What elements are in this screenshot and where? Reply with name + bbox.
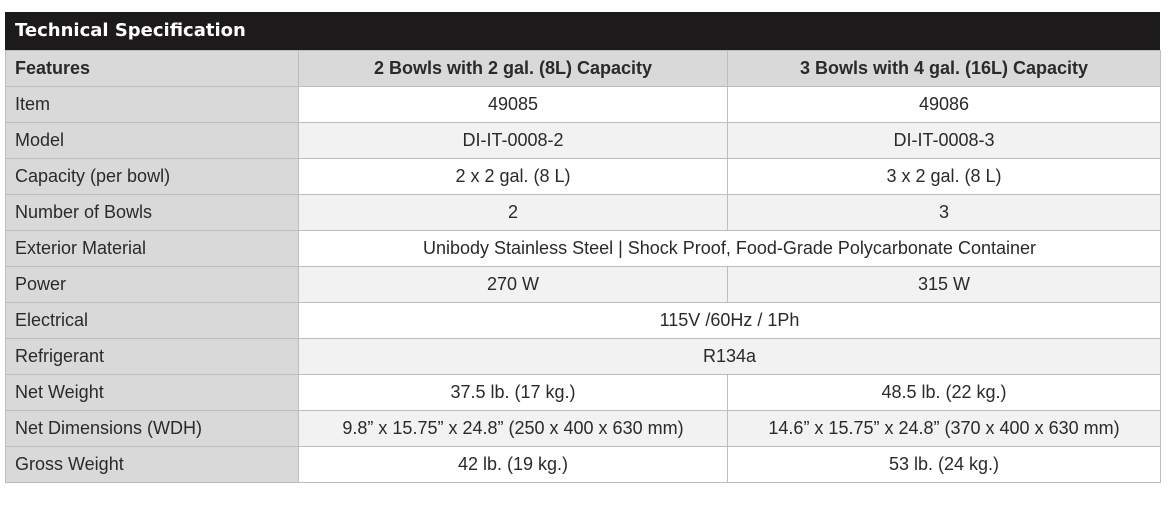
cell-value: 42 lb. (19 kg.) (298, 446, 728, 483)
spec-table: Features 2 Bowls with 2 gal. (8L) Capaci… (5, 50, 1161, 483)
header-col-3-bowls: 3 Bowls with 4 gal. (16L) Capacity (727, 50, 1161, 87)
row-label: Net Dimensions (WDH) (5, 410, 299, 447)
cell-value: 270 W (298, 266, 728, 303)
table-row: Model DI-IT-0008-2 DI-IT-0008-3 (5, 122, 1161, 159)
cell-value: 315 W (727, 266, 1161, 303)
spec-table-container: Technical Specification Features 2 Bowls… (5, 12, 1161, 483)
row-label: Refrigerant (5, 338, 299, 375)
cell-value: 49086 (727, 86, 1161, 123)
cell-value: 49085 (298, 86, 728, 123)
table-title: Technical Specification (5, 12, 1160, 50)
row-label: Number of Bowls (5, 194, 299, 231)
cell-value: 14.6” x 15.75” x 24.8” (370 x 400 x 630 … (727, 410, 1161, 447)
cell-value: 53 lb. (24 kg.) (727, 446, 1161, 483)
table-row: Exterior Material Unibody Stainless Stee… (5, 230, 1161, 267)
cell-value: 48.5 lb. (22 kg.) (727, 374, 1161, 411)
row-label: Exterior Material (5, 230, 299, 267)
table-row: Refrigerant R134a (5, 338, 1161, 375)
table-row: Capacity (per bowl) 2 x 2 gal. (8 L) 3 x… (5, 158, 1161, 195)
table-row: Net Weight 37.5 lb. (17 kg.) 48.5 lb. (2… (5, 374, 1161, 411)
table-row: Number of Bowls 2 3 (5, 194, 1161, 231)
row-label: Electrical (5, 302, 299, 339)
cell-value: DI-IT-0008-2 (298, 122, 728, 159)
cell-value: DI-IT-0008-3 (727, 122, 1161, 159)
cell-value: 2 (298, 194, 728, 231)
table-row: Electrical 115V /60Hz / 1Ph (5, 302, 1161, 339)
cell-value: 3 (727, 194, 1161, 231)
row-label: Model (5, 122, 299, 159)
header-row: Features 2 Bowls with 2 gal. (8L) Capaci… (5, 50, 1161, 87)
row-label: Gross Weight (5, 446, 299, 483)
cell-value: 9.8” x 15.75” x 24.8” (250 x 400 x 630 m… (298, 410, 728, 447)
table-row: Power 270 W 315 W (5, 266, 1161, 303)
cell-value: 3 x 2 gal. (8 L) (727, 158, 1161, 195)
cell-value-merged: Unibody Stainless Steel | Shock Proof, F… (298, 230, 1161, 267)
row-label: Net Weight (5, 374, 299, 411)
header-features: Features (5, 50, 299, 87)
row-label: Power (5, 266, 299, 303)
row-label: Capacity (per bowl) (5, 158, 299, 195)
cell-value: 37.5 lb. (17 kg.) (298, 374, 728, 411)
header-col-2-bowls: 2 Bowls with 2 gal. (8L) Capacity (298, 50, 728, 87)
cell-value-merged: R134a (298, 338, 1161, 375)
cell-value: 2 x 2 gal. (8 L) (298, 158, 728, 195)
cell-value-merged: 115V /60Hz / 1Ph (298, 302, 1161, 339)
table-row: Item 49085 49086 (5, 86, 1161, 123)
table-row: Gross Weight 42 lb. (19 kg.) 53 lb. (24 … (5, 446, 1161, 483)
table-row: Net Dimensions (WDH) 9.8” x 15.75” x 24.… (5, 410, 1161, 447)
row-label: Item (5, 86, 299, 123)
